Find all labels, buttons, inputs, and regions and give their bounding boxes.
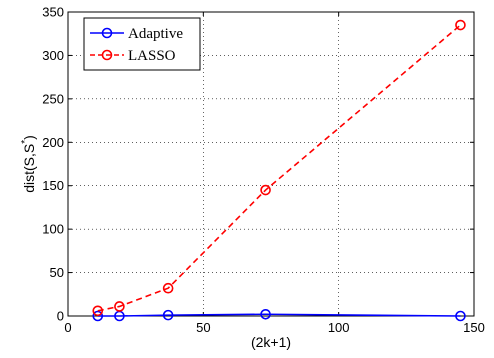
axis-ticks: 0 50 100 150 0 50 100 150 200 250 300 350 — [42, 5, 485, 336]
y-tick-label: 50 — [50, 265, 64, 280]
legend-marker-adaptive — [101, 27, 113, 39]
y-axis-label: dist(S,S*) — [20, 135, 37, 193]
legend-label-lasso: LASSO — [128, 48, 176, 64]
y-tick-label: 100 — [42, 222, 64, 237]
series-group — [92, 19, 466, 322]
data-point-adaptive — [455, 310, 466, 322]
x-tick-label: 50 — [196, 320, 210, 335]
series-line-lasso — [97, 24, 461, 312]
x-tick-label: 150 — [463, 320, 485, 335]
x-axis-label: (2k+1) — [251, 334, 291, 350]
y-tick-label: 300 — [42, 48, 64, 63]
data-point-lasso — [114, 301, 125, 312]
data-point-adaptive — [162, 309, 174, 321]
legend-marker-lasso — [101, 49, 113, 61]
y-tick-label: 250 — [42, 91, 64, 106]
data-point-lasso — [92, 305, 104, 317]
legend-label-adaptive: Adaptive — [128, 26, 183, 42]
y-tick-label: 0 — [57, 309, 64, 324]
legend-box — [83, 17, 201, 71]
x-tick-label: 100 — [328, 320, 350, 335]
series-line-adaptive — [97, 313, 461, 317]
data-point-lasso — [260, 184, 271, 196]
y-axis-label-text: dist(S,S*) — [20, 135, 37, 193]
plot-area — [67, 11, 475, 317]
data-point-adaptive — [92, 310, 104, 322]
data-point-lasso — [455, 19, 466, 31]
grid-lines — [68, 12, 474, 316]
y-tick-label: 150 — [42, 178, 64, 193]
legend: Adaptive LASSO — [83, 17, 201, 71]
data-point-adaptive — [260, 308, 271, 320]
x-tick-label: 0 — [64, 320, 71, 335]
y-tick-label: 350 — [42, 5, 64, 20]
y-tick-label: 200 — [42, 135, 64, 150]
data-point-lasso — [162, 282, 174, 294]
